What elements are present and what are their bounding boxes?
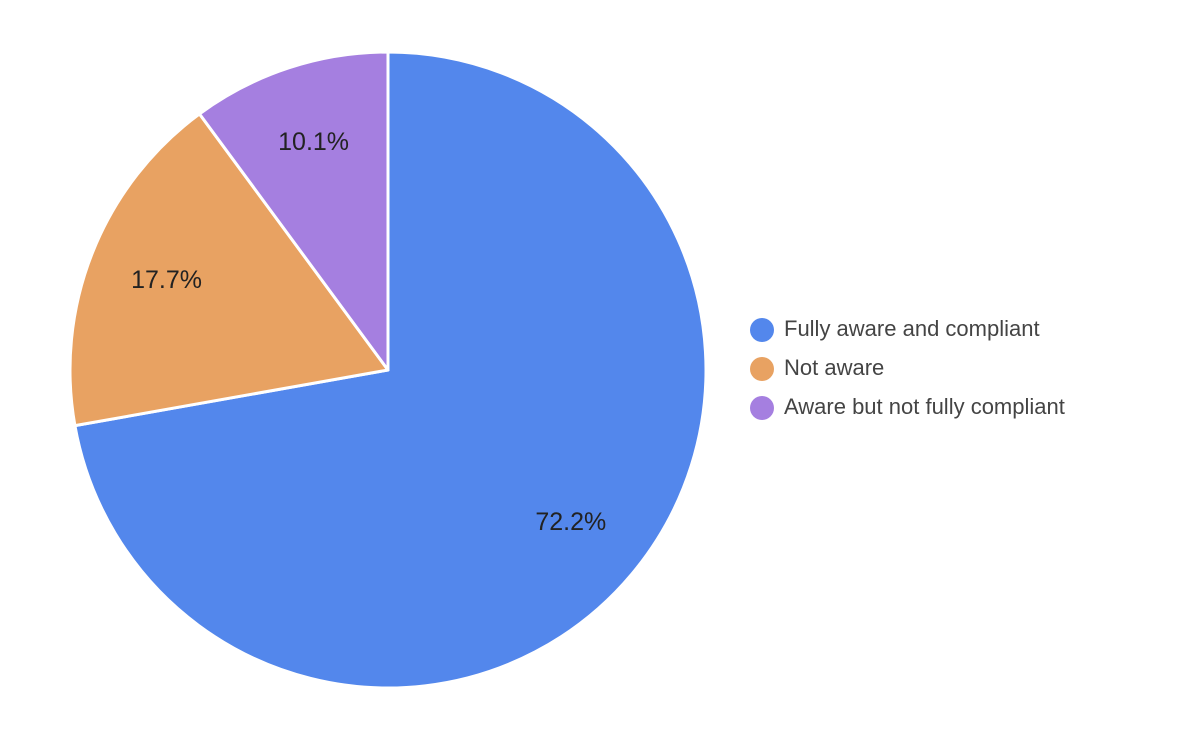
slice-label: 72.2% bbox=[535, 508, 606, 536]
pie-slice bbox=[73, 50, 708, 690]
legend-marker bbox=[750, 318, 774, 342]
legend-label: Not aware bbox=[784, 355, 884, 380]
legend-label: Fully aware and compliant bbox=[784, 316, 1040, 341]
pie-slice bbox=[197, 50, 390, 372]
slice-label: 17.7% bbox=[131, 266, 202, 294]
legend-marker bbox=[750, 357, 774, 381]
legend-marker bbox=[750, 396, 774, 420]
slice-label: 10.1% bbox=[278, 128, 349, 156]
legend-label: Aware but not fully compliant bbox=[784, 394, 1065, 419]
pie-slice bbox=[68, 112, 390, 428]
